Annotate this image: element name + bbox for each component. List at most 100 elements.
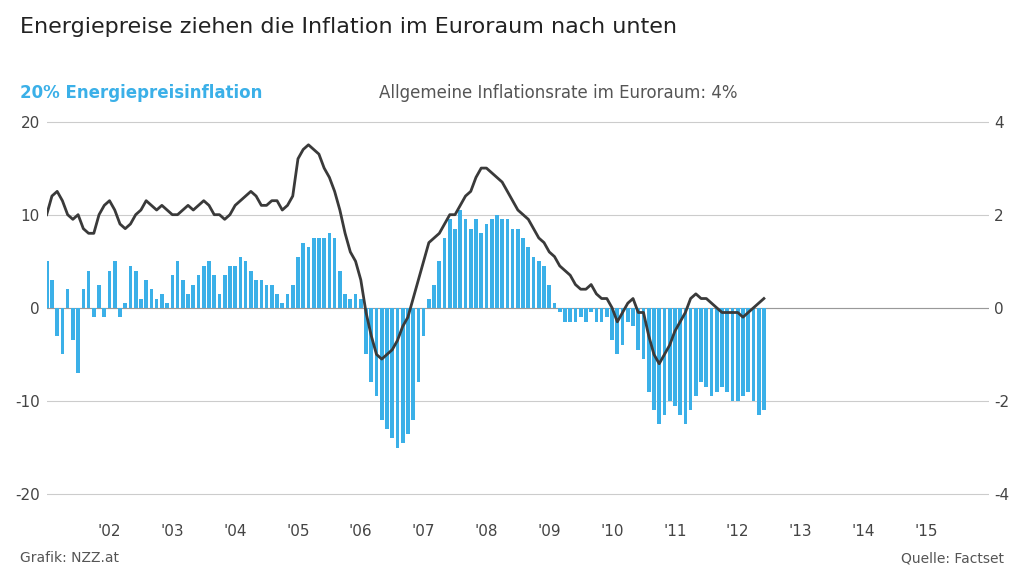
Bar (385, 308, 389, 429)
Bar (365, 308, 368, 354)
Bar (417, 308, 420, 383)
Bar (736, 308, 739, 401)
Bar (176, 261, 179, 308)
Bar (400, 308, 404, 443)
Bar (50, 280, 54, 308)
Bar (317, 238, 321, 308)
Bar (296, 257, 300, 308)
Bar (657, 308, 662, 424)
Bar (139, 298, 142, 308)
Bar (579, 308, 583, 317)
Bar (82, 289, 85, 308)
Bar (694, 308, 697, 396)
Text: Energiepreise ziehen die Inflation im Euroraum nach unten: Energiepreise ziehen die Inflation im Eu… (20, 17, 678, 38)
Bar (275, 294, 279, 308)
Bar (259, 280, 263, 308)
Bar (615, 308, 620, 354)
Bar (328, 233, 331, 308)
Bar (731, 308, 734, 401)
Bar (558, 308, 561, 313)
Bar (762, 308, 766, 410)
Bar (746, 308, 750, 392)
Bar (516, 228, 520, 308)
Text: 20% Energiepreisinflation: 20% Energiepreisinflation (20, 84, 263, 102)
Bar (333, 238, 337, 308)
Bar (621, 308, 625, 345)
Bar (595, 308, 598, 322)
Bar (705, 308, 709, 387)
Bar (150, 289, 154, 308)
Bar (652, 308, 655, 410)
Bar (218, 294, 221, 308)
Bar (474, 219, 478, 308)
Bar (479, 233, 483, 308)
Bar (223, 275, 226, 308)
Bar (301, 242, 305, 308)
Bar (395, 308, 399, 448)
Bar (605, 308, 608, 317)
Bar (118, 308, 122, 317)
Bar (87, 271, 90, 308)
Bar (484, 224, 488, 308)
Bar (668, 308, 672, 401)
Bar (55, 308, 59, 336)
Text: Grafik: NZZ.at: Grafik: NZZ.at (20, 552, 120, 565)
Bar (678, 308, 682, 415)
Bar (380, 308, 384, 419)
Bar (489, 219, 494, 308)
Bar (186, 294, 189, 308)
Bar (637, 308, 640, 350)
Bar (442, 238, 446, 308)
Bar (291, 284, 295, 308)
Bar (306, 248, 310, 308)
Bar (375, 308, 378, 396)
Bar (626, 308, 630, 322)
Bar (459, 210, 462, 308)
Bar (165, 303, 169, 308)
Bar (191, 284, 196, 308)
Bar (244, 261, 248, 308)
Bar (134, 271, 137, 308)
Bar (437, 261, 441, 308)
Bar (97, 284, 101, 308)
Bar (531, 257, 536, 308)
Bar (553, 303, 556, 308)
Bar (568, 308, 572, 322)
Bar (270, 284, 273, 308)
Bar (323, 238, 326, 308)
Bar (390, 308, 394, 439)
Bar (548, 284, 551, 308)
Bar (573, 308, 578, 322)
Bar (469, 228, 472, 308)
Bar (710, 308, 714, 396)
Bar (160, 294, 164, 308)
Bar (511, 228, 514, 308)
Bar (45, 261, 48, 308)
Bar (239, 257, 243, 308)
Bar (642, 308, 645, 359)
Bar (265, 284, 268, 308)
Bar (343, 294, 347, 308)
Bar (60, 308, 65, 354)
Bar (447, 219, 452, 308)
Bar (181, 280, 184, 308)
Bar (725, 308, 729, 392)
Bar (412, 308, 415, 419)
Text: Quelle: Factset: Quelle: Factset (900, 552, 1004, 565)
Bar (66, 289, 70, 308)
Bar (233, 266, 237, 308)
Bar (254, 280, 258, 308)
Bar (521, 238, 525, 308)
Bar (422, 308, 425, 336)
Bar (92, 308, 95, 317)
Bar (228, 266, 231, 308)
Bar (212, 275, 216, 308)
Bar (359, 298, 362, 308)
Bar (76, 308, 80, 373)
Bar (286, 294, 290, 308)
Bar (689, 308, 692, 410)
Bar (757, 308, 761, 415)
Bar (610, 308, 614, 340)
Bar (108, 271, 112, 308)
Bar (155, 298, 159, 308)
